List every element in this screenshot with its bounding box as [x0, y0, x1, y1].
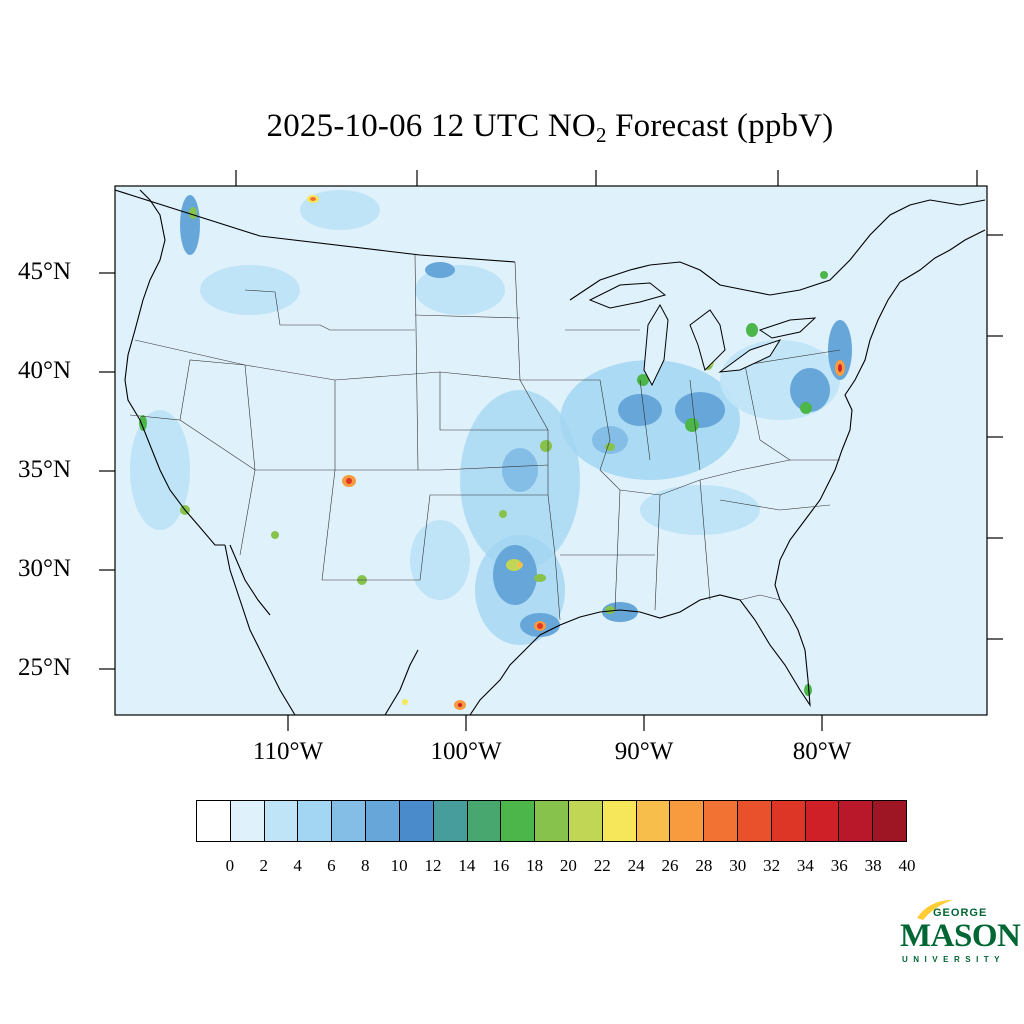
colorbar-tick-label: 22 — [593, 856, 611, 875]
colorbar-tick-label: 0 — [225, 856, 235, 875]
colorbar-swatch — [535, 801, 569, 841]
title-text: 2025-10-06 12 UTC NO — [266, 108, 596, 144]
gmu-logo: GEORGE MASON UNIVERSITY — [900, 898, 1021, 968]
colorbar-swatch — [332, 801, 367, 841]
colorbar-tick-label: 38 — [864, 856, 882, 875]
top-axis-ticks — [235, 170, 978, 186]
colorbar-tick-label: 20 — [559, 856, 577, 875]
map-frame — [114, 185, 988, 716]
right-axis-ticks — [987, 234, 1003, 640]
lon-label-100w: 100°W — [430, 738, 502, 765]
colorbar-tick-label: 2 — [259, 856, 268, 875]
great-lakes — [588, 282, 817, 387]
lon-label-110w: 110°W — [252, 738, 324, 765]
colorbar-tick-label: 18 — [526, 856, 544, 875]
title-rest: Forecast (ppbV) — [606, 108, 834, 144]
coastlines — [115, 189, 986, 715]
colorbar-swatch — [704, 801, 738, 841]
colorbar-tick-label: 12 — [424, 856, 442, 875]
colorbar-swatch — [264, 801, 299, 841]
lat-label-30n: 30°N — [18, 555, 72, 582]
lon-label-80w: 80°W — [792, 738, 852, 765]
colorbar-tick-label: 8 — [361, 856, 370, 875]
colorbar-swatch — [568, 801, 603, 841]
swoosh-icon — [917, 900, 953, 920]
lat-label-45n: 45°N — [18, 258, 72, 285]
left-axis-ticks — [99, 272, 115, 670]
colorbar-swatch — [771, 801, 806, 841]
colorbar-tick-label: 30 — [729, 856, 747, 875]
title-subscript: 2 — [595, 123, 607, 147]
colorbar-swatch — [602, 801, 637, 841]
logo-mason: MASON — [900, 918, 1021, 954]
logo-university: UNIVERSITY — [902, 955, 1006, 964]
colorbar-tick-label: 28 — [695, 856, 713, 875]
colorbar-tick-label: 14 — [458, 856, 476, 875]
colorbar-swatch — [197, 801, 231, 841]
colorbar-tick-label: 10 — [390, 856, 408, 875]
colorbar-swatch — [636, 801, 671, 841]
colorbar-tick-label: 32 — [763, 856, 781, 875]
colorbar-swatch — [366, 801, 400, 841]
bottom-axis-ticks — [287, 715, 823, 731]
colorbar-swatch — [670, 801, 705, 841]
lat-label-35n: 35°N — [18, 456, 72, 483]
colorbar-swatch — [433, 801, 468, 841]
logo-george: GEORGE — [933, 907, 988, 919]
colorbar — [196, 800, 907, 842]
colorbar-swatch — [873, 801, 907, 841]
lon-label-90w: 90°W — [614, 738, 674, 765]
colorbar-tick-label: 6 — [327, 856, 336, 875]
colorbar-tick-label: 16 — [492, 856, 510, 875]
colorbar-swatch — [467, 801, 502, 841]
colorbar-swatch — [738, 801, 772, 841]
chart-title: 2025-10-06 12 UTC NO2 Forecast (ppbV) — [0, 108, 1024, 148]
state-boundaries — [129, 254, 841, 621]
colorbar-tick-label: 4 — [293, 856, 302, 875]
colorbar-swatch — [399, 801, 434, 841]
lat-label-25n: 25°N — [18, 654, 72, 681]
colorbar-swatch — [230, 801, 265, 841]
colorbar-tick-label: 34 — [796, 856, 814, 875]
colorbar-swatch — [501, 801, 536, 841]
colorbar-tick-label: 26 — [661, 856, 679, 875]
colorbar-tick-label: 36 — [830, 856, 848, 875]
colorbar-swatch — [298, 801, 333, 841]
colorbar-tick-label: 24 — [627, 856, 645, 875]
colorbar-swatch — [805, 801, 840, 841]
lat-label-40n: 40°N — [18, 357, 72, 384]
colorbar-tick-label: 40 — [898, 856, 916, 875]
colorbar-swatch — [839, 801, 874, 841]
